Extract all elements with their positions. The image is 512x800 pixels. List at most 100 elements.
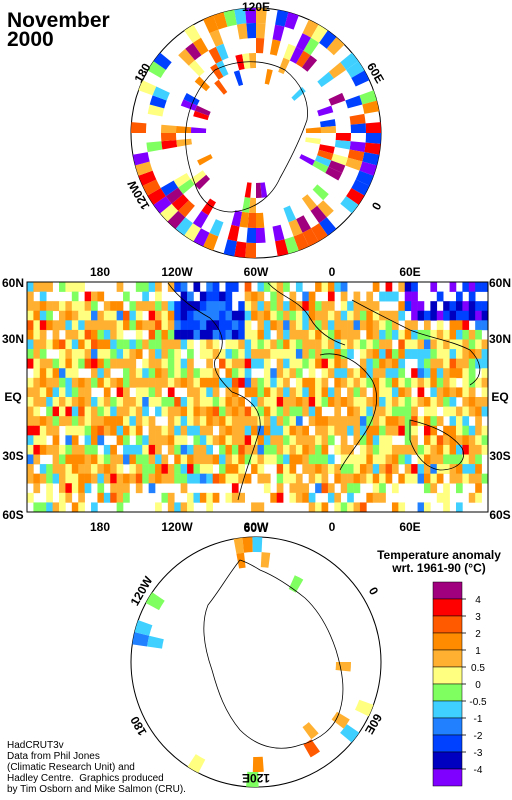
- anomaly-cell: [110, 464, 117, 474]
- anomaly-cell: [257, 377, 265, 388]
- anomaly-cell: [276, 416, 284, 427]
- anomaly-cell: [52, 329, 60, 340]
- anomaly-cell: [436, 464, 444, 474]
- anomaly-cell: [315, 483, 322, 494]
- anomaly-cell: [359, 416, 367, 427]
- anomaly-cell: [97, 406, 105, 417]
- anomaly-cell: [379, 358, 386, 369]
- title-year: 2000: [7, 28, 54, 51]
- anomaly-cell: [59, 358, 66, 369]
- anomaly-cell: [398, 397, 406, 407]
- anomaly-cell: [295, 387, 303, 398]
- anomaly-cell: [142, 301, 149, 312]
- anomaly-cell: [225, 464, 233, 474]
- anomaly-cell: [340, 349, 348, 359]
- anomaly-cell: [155, 502, 162, 513]
- anomaly-cell: [468, 349, 476, 359]
- anomaly-cell: [180, 406, 188, 417]
- anomaly-cell: [398, 349, 406, 359]
- anomaly-cell: [46, 416, 53, 427]
- anomaly-cell: [46, 301, 53, 312]
- anomaly-cell: [359, 349, 367, 359]
- anomaly-cell: [39, 435, 47, 446]
- anomaly-cell: [449, 282, 457, 292]
- anomaly-cell: [295, 358, 303, 369]
- anomaly-cell: [39, 329, 47, 340]
- np-anomaly-cell: [215, 43, 229, 61]
- credit-line: by Tim Osborn and Mike Salmon (CRU).: [7, 784, 186, 795]
- anomaly-cell: [206, 435, 213, 446]
- anomaly-cell: [148, 358, 156, 369]
- anomaly-cell: [167, 310, 175, 321]
- anomaly-cell: [379, 416, 386, 427]
- np-anomaly-cell: [296, 215, 311, 233]
- anomaly-cell: [283, 473, 290, 484]
- anomaly-cell: [443, 339, 450, 350]
- anomaly-cell: [295, 483, 303, 494]
- anomaly-cell: [123, 358, 130, 369]
- anomaly-cell: [142, 473, 149, 484]
- anomaly-cell: [123, 377, 130, 388]
- anomaly-cell: [359, 368, 367, 379]
- anomaly-cell: [263, 320, 271, 331]
- anomaly-cell: [116, 492, 124, 503]
- np-anomaly-cell: [299, 154, 315, 166]
- np-anomaly-cell: [165, 187, 184, 204]
- anomaly-cell: [225, 320, 233, 331]
- anomaly-cell: [187, 368, 194, 379]
- anomaly-cell: [180, 320, 188, 331]
- anomaly-cell: [372, 406, 380, 417]
- anomaly-cell: [174, 320, 181, 331]
- anomaly-cell: [65, 416, 73, 427]
- anomaly-cell: [404, 291, 412, 302]
- np-anomaly-cell: [293, 232, 309, 251]
- anomaly-cell: [129, 320, 137, 331]
- anomaly-cell: [39, 502, 47, 513]
- anomaly-cell: [462, 301, 470, 312]
- anomaly-cell: [187, 339, 194, 350]
- anomaly-cell: [308, 358, 316, 369]
- anomaly-cell: [180, 416, 188, 427]
- anomaly-cell: [225, 339, 233, 350]
- np-anomaly-cell: [296, 33, 311, 51]
- anomaly-cell: [65, 473, 73, 484]
- np-anomaly-cell: [311, 223, 328, 242]
- sp-anomaly-cell: [242, 537, 253, 553]
- anomaly-cell: [327, 492, 335, 503]
- anomaly-cell: [257, 454, 265, 465]
- legend-color-box: [432, 598, 463, 617]
- anomaly-cell: [366, 454, 374, 465]
- anomaly-cell: [353, 464, 361, 474]
- anomaly-cell: [327, 464, 335, 474]
- anomaly-cell: [33, 416, 41, 427]
- anomaly-cell: [366, 416, 374, 427]
- anomaly-cell: [148, 425, 156, 436]
- anomaly-cell: [372, 310, 380, 321]
- anomaly-cell: [33, 349, 41, 359]
- anomaly-cell: [302, 483, 310, 494]
- anomaly-cell: [340, 377, 348, 388]
- anomaly-cell: [411, 397, 418, 407]
- anomaly-cell: [27, 377, 34, 388]
- anomaly-cell: [436, 320, 444, 331]
- anomaly-cell: [97, 349, 105, 359]
- anomaly-cell: [78, 464, 85, 474]
- anomaly-cell: [84, 310, 92, 321]
- anomaly-cell: [295, 416, 303, 427]
- anomaly-cell: [340, 502, 348, 513]
- anomaly-cell: [97, 377, 105, 388]
- anomaly-cell: [455, 310, 463, 321]
- sp-anomaly-cell: [302, 722, 319, 740]
- anomaly-cell: [33, 339, 41, 350]
- anomaly-cell: [308, 291, 316, 302]
- anomaly-cell: [231, 425, 239, 436]
- anomaly-cell: [481, 349, 489, 359]
- lat-label-right: 30S: [489, 449, 510, 463]
- anomaly-cell: [46, 483, 53, 494]
- anomaly-cell: [231, 473, 239, 484]
- anomaly-cell: [180, 483, 188, 494]
- anomaly-cell: [340, 320, 348, 331]
- anomaly-cell: [231, 320, 239, 331]
- anomaly-cell: [372, 358, 380, 369]
- anomaly-cell: [475, 473, 482, 484]
